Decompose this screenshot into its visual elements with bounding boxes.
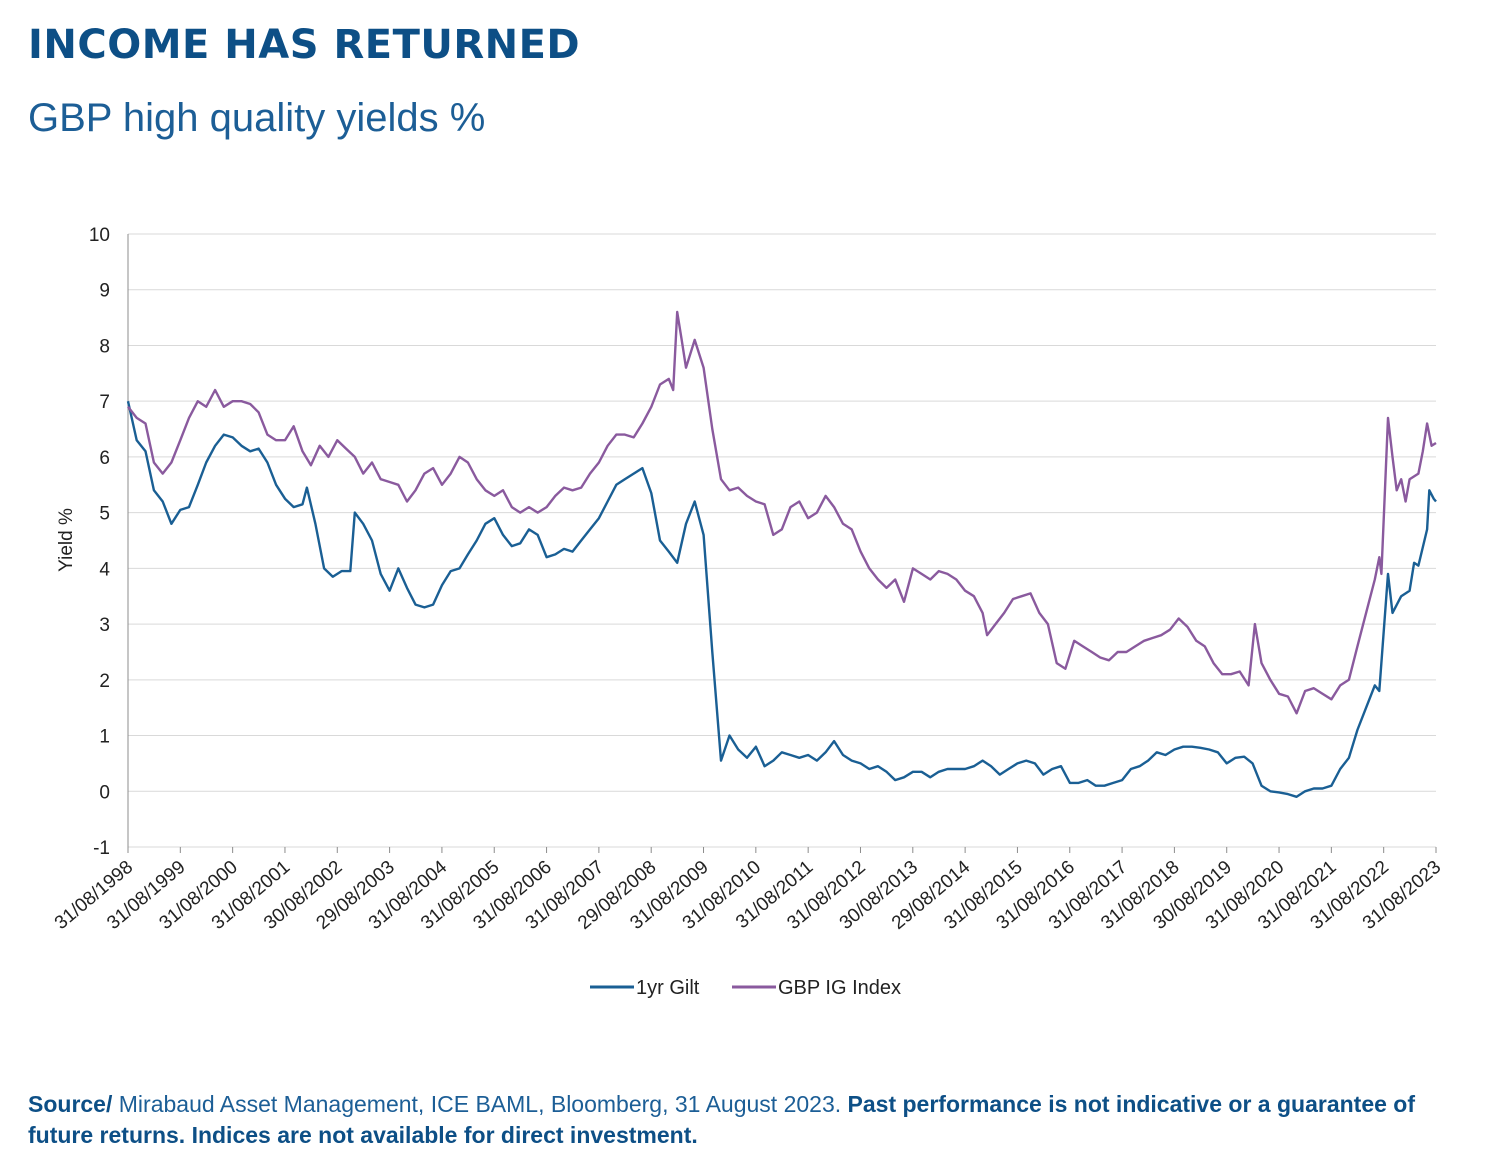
y-tick-label: 1	[99, 727, 110, 748]
y-tick-label: 9	[99, 281, 110, 302]
line-chart: -101234567891031/08/199831/08/199931/08/…	[51, 225, 1445, 999]
series-line-1yr-gilt	[126, 400, 1437, 798]
legend-label: GBP IG Index	[778, 977, 901, 999]
y-tick-label: 4	[99, 559, 110, 580]
series-lines	[126, 310, 1437, 798]
y-tick-label: 6	[99, 448, 110, 469]
source-text: Mirabaud Asset Management, ICE BAML, Blo…	[112, 1091, 848, 1117]
y-tick-label: 8	[99, 336, 110, 357]
source-footnote: Source/ Mirabaud Asset Management, ICE B…	[28, 1089, 1478, 1151]
y-tick-label: 2	[99, 671, 110, 692]
chart-title: INCOME HAS RETURNED	[28, 22, 581, 68]
y-tick-label: 3	[99, 615, 110, 636]
y-tick-label: 10	[89, 225, 110, 246]
y-tick-label: -1	[93, 838, 110, 859]
axes: -101234567891031/08/199831/08/199931/08/…	[51, 225, 1445, 934]
y-tick-label: 0	[99, 782, 110, 803]
y-tick-label: 7	[99, 392, 110, 413]
gridlines	[128, 233, 1436, 848]
y-tick-label: 5	[99, 504, 110, 525]
chart-subtitle: GBP high quality yields %	[28, 96, 486, 140]
source-label: Source/	[28, 1091, 113, 1117]
legend: 1yr Gilt GBP IG Index	[590, 977, 901, 999]
disclaimer-text: Past performance is not indicative or a …	[28, 1091, 1416, 1148]
y-axis-label: Yield %	[56, 508, 77, 572]
legend-label: 1yr Gilt	[636, 977, 700, 999]
series-line-gbp-ig-index	[127, 310, 1437, 715]
